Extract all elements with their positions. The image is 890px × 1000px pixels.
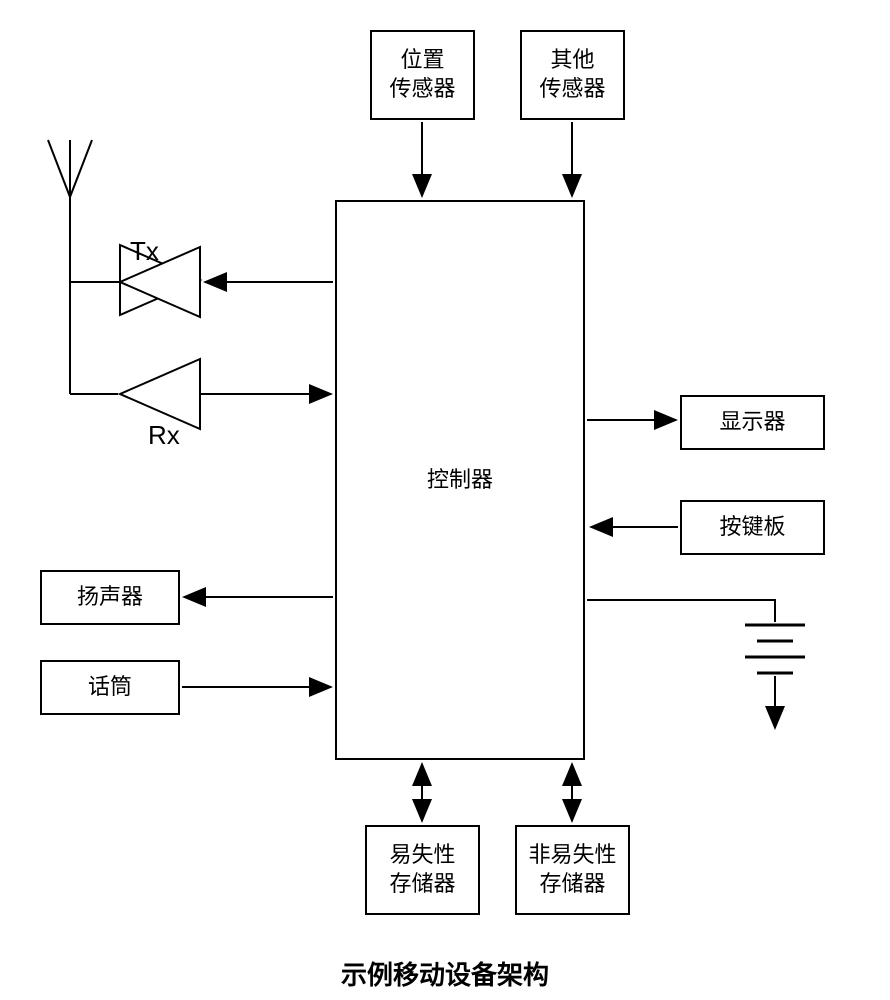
battery-icon [745,625,805,728]
microphone-label: 话筒 [88,673,132,702]
rx-amplifier-icon [120,359,200,429]
controller-label: 控制器 [427,466,493,495]
mobile-device-architecture-diagram: 控制器 位置 传感器 其他 传感器 显示器 按键板 扬声器 话筒 易失性 存储器… [0,0,890,1000]
speaker-box: 扬声器 [40,570,180,625]
diagram-caption: 示例移动设备架构 [0,955,890,992]
volatile-memory-box: 易失性 存储器 [365,825,480,915]
display-box: 显示器 [680,395,825,450]
controller-box: 控制器 [335,200,585,760]
rx-label: Rx [148,420,180,451]
nonvolatile-memory-label: 非易失性 存储器 [528,841,616,898]
keypad-label: 按键板 [719,513,785,542]
other-sensor-box: 其他 传感器 [520,30,625,120]
other-sensor-label: 其他 传感器 [539,46,605,103]
position-sensor-label: 位置 传感器 [389,46,455,103]
microphone-box: 话筒 [40,660,180,715]
edge-ctrl-battery [587,600,775,622]
volatile-memory-label: 易失性 存储器 [389,841,455,898]
speaker-label: 扬声器 [77,583,143,612]
position-sensor-box: 位置 传感器 [370,30,475,120]
tx-label: Tx [130,236,159,267]
display-label: 显示器 [719,408,785,437]
nonvolatile-memory-box: 非易失性 存储器 [515,825,630,915]
keypad-box: 按键板 [680,500,825,555]
antenna-icon [48,140,92,197]
